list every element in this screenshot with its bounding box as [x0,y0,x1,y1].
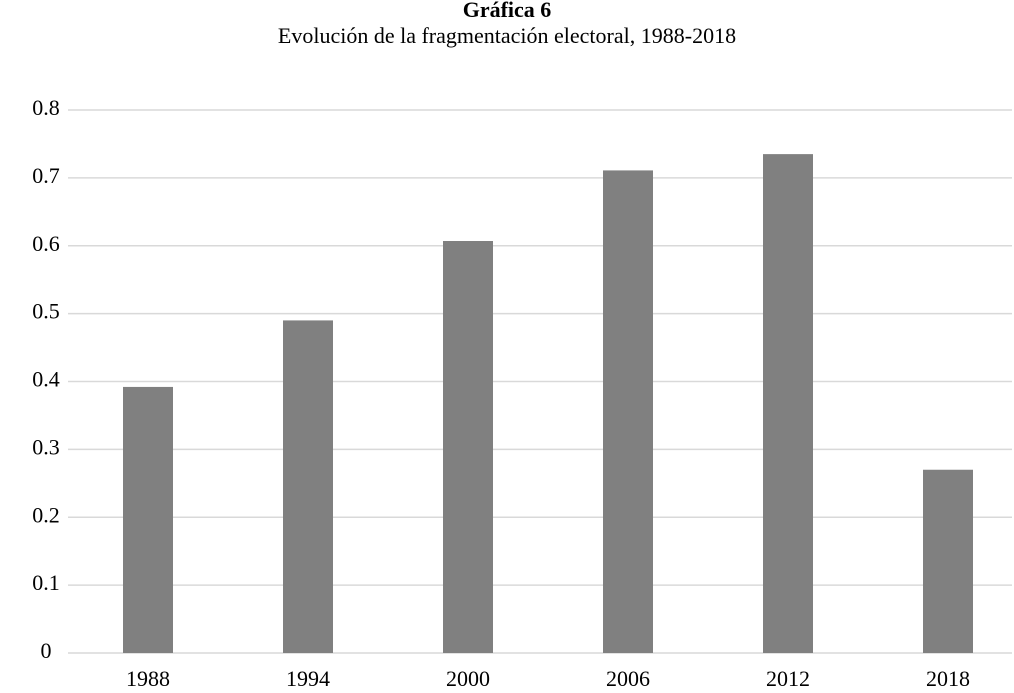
bar [923,469,973,653]
bar [603,170,653,653]
chart-title: Gráfica 6 [463,0,552,22]
y-tick-label: 0.2 [32,502,60,527]
y-tick-label: 0.7 [32,163,60,188]
x-tick-label: 2006 [606,666,650,691]
y-tick-label: 0.6 [32,231,60,256]
bar [123,386,173,653]
chart-subtitle: Evolución de la fragmentación electoral,… [278,23,736,48]
bar [443,240,493,653]
y-tick-label: 0.4 [32,367,60,392]
y-tick-label: 0.3 [32,434,60,459]
y-tick-label: 0 [41,638,52,663]
x-tick-label: 2012 [766,666,810,691]
y-tick-label: 0.1 [32,570,60,595]
x-tick-label: 2000 [446,666,490,691]
y-tick-label: 0.8 [32,95,60,120]
bar [763,154,813,653]
x-tick-label: 2018 [926,666,970,691]
x-tick-label: 1988 [126,666,170,691]
y-tick-label: 0.5 [32,299,60,324]
x-tick-label: 1994 [286,666,330,691]
bar [283,320,333,653]
